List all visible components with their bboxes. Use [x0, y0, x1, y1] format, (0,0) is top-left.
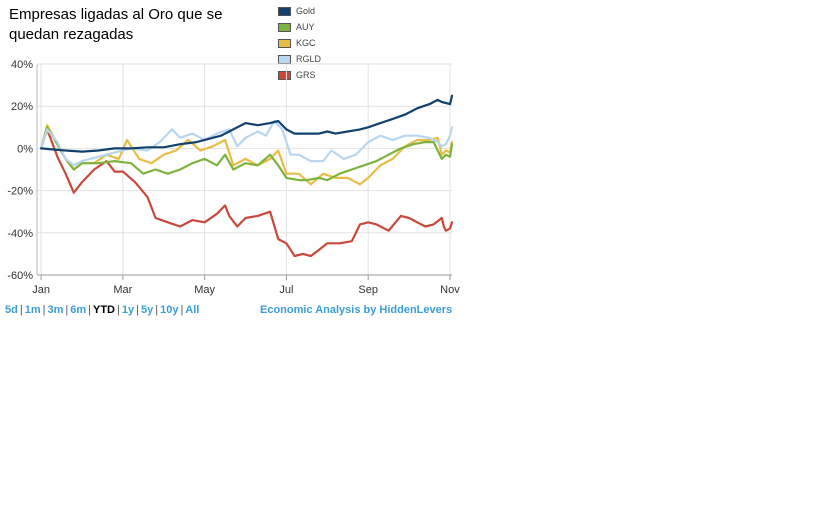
series-line-auy	[40, 126, 454, 182]
range-option-1y[interactable]: 1y	[121, 304, 135, 316]
x-tick-label: Nov	[440, 284, 460, 296]
legend-label: KGC	[296, 38, 316, 48]
range-separator: |	[42, 304, 46, 316]
legend-label: Gold	[296, 6, 316, 16]
range-option-5d[interactable]: 5d	[5, 304, 18, 316]
range-separator: |	[88, 304, 91, 316]
range-option-3m[interactable]: 3m	[47, 304, 64, 316]
chart-legend: Gold AUY KGC RGLD GRS	[278, 3, 321, 83]
x-tick-label: May	[194, 284, 215, 296]
credit-link[interactable]: Economic Analysis by HiddenLevers	[260, 304, 453, 316]
legend-item-kgc[interactable]: KGC	[278, 35, 321, 51]
legend-label: RGLD	[296, 54, 322, 64]
range-separator: |	[19, 304, 23, 316]
range-separator: |	[117, 304, 120, 316]
series-line-grs	[40, 128, 454, 258]
y-tick-label: -40%	[7, 228, 33, 240]
range-option-all[interactable]: All	[185, 304, 200, 316]
line-chart: 40% 20% 0% -20% -40% -60% Jan Mar May Jul Sep Nov	[7, 59, 460, 296]
legend-label: AUY	[296, 22, 315, 32]
legend-item-rgld[interactable]: RGLD	[278, 51, 321, 67]
range-separator: |	[65, 304, 69, 316]
y-tick-label: 0%	[17, 143, 33, 155]
x-tick-label: Jan	[32, 284, 50, 296]
y-tick-label: 40%	[11, 59, 33, 71]
range-option-1m[interactable]: 1m	[24, 304, 41, 316]
range-separator: |	[155, 304, 159, 316]
legend-label: GRS	[296, 70, 316, 80]
legend-swatch	[278, 70, 291, 80]
range-option-5y[interactable]: 5y	[140, 304, 154, 316]
legend-item-gold[interactable]: Gold	[278, 3, 321, 19]
time-range-selector: 5d | 1m | 3m | 6m | YTD | 1y | 5y | 10y | All	[5, 304, 199, 316]
y-tick-label: -20%	[7, 186, 33, 198]
range-option-ytd[interactable]: YTD	[93, 304, 115, 316]
legend-swatch	[278, 38, 291, 48]
legend-swatch	[278, 6, 291, 16]
x-tick-label: Sep	[358, 284, 378, 296]
range-option-6m[interactable]: 6m	[70, 304, 87, 316]
y-tick-label: -60%	[7, 270, 33, 282]
x-tick-label: Jul	[279, 284, 293, 296]
x-tick-label: Mar	[113, 284, 132, 296]
legend-item-auy[interactable]: AUY	[278, 19, 321, 35]
series-line-gold	[40, 94, 454, 153]
range-option-10y[interactable]: 10y	[160, 304, 179, 316]
range-separator: |	[180, 304, 184, 316]
y-tick-label: 20%	[11, 101, 33, 113]
legend-swatch	[278, 54, 291, 64]
legend-swatch	[278, 22, 291, 32]
chart-title: Empresas ligadas al Oro que se quedan re…	[9, 6, 223, 43]
range-separator: |	[136, 304, 139, 316]
series-line-rgld	[40, 119, 454, 167]
legend-item-grs[interactable]: GRS	[278, 67, 321, 83]
